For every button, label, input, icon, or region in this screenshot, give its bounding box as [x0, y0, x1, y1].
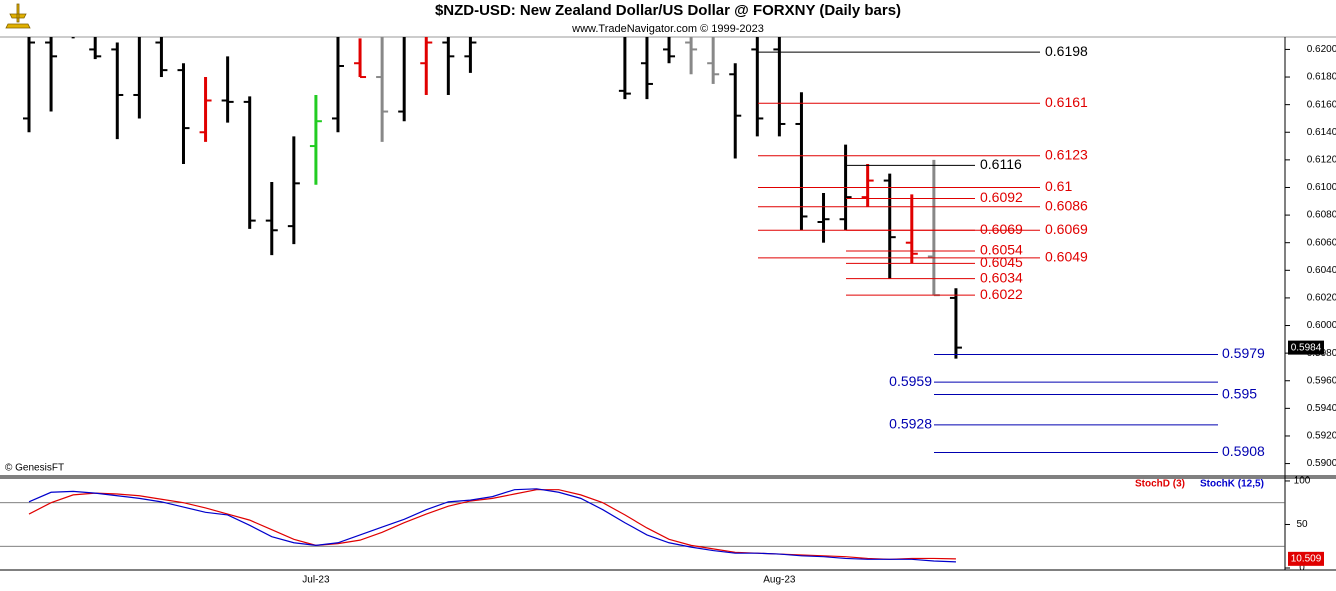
- level-label: 0.5959: [889, 373, 932, 389]
- last-price-label: 0.5984: [1291, 342, 1322, 353]
- y-tick-label: 0.5900: [1307, 458, 1336, 469]
- logo: [5, 3, 31, 29]
- stoch-line: [28, 488, 956, 563]
- x-tick-label: Aug-23: [763, 575, 796, 586]
- level-label: 0.6054: [980, 242, 1023, 258]
- level-label: 0.6123: [1045, 146, 1088, 162]
- level-label: 0.5928: [889, 416, 932, 432]
- level-label: 0.61: [1045, 178, 1072, 194]
- y-tick-label: 0.5920: [1307, 431, 1336, 442]
- level-label: 0.5908: [1222, 443, 1265, 459]
- legend-entry: StochK (12,5): [1200, 479, 1264, 490]
- level-label: 0.6034: [980, 269, 1023, 285]
- level-label: 0.6116: [980, 156, 1022, 172]
- y-tick-label: 0.5940: [1307, 403, 1336, 414]
- y-tick-label: 0.6140: [1307, 127, 1336, 138]
- last-price-box: [1288, 340, 1324, 355]
- x-tick-label: Jul-23: [302, 575, 330, 586]
- level-label: 0.6092: [980, 189, 1023, 205]
- y-tick-label: 100: [1294, 476, 1311, 487]
- credit: © GenesisFT: [5, 463, 64, 474]
- level-label: 0.6069: [980, 221, 1023, 237]
- chart-subtitle: www.TradeNavigator.com © 1999-2023: [571, 23, 764, 35]
- level-label: 0.6069: [1045, 221, 1088, 237]
- y-tick-label: 0.6200: [1307, 44, 1336, 55]
- level-label: 0.6022: [980, 286, 1023, 302]
- chart-title: $NZD-USD: New Zealand Dollar/US Dollar @…: [435, 2, 901, 19]
- y-tick-label: 0: [1299, 563, 1305, 574]
- y-tick-label: 0.6080: [1307, 210, 1336, 221]
- stoch-line: [28, 489, 956, 560]
- y-tick-label: 0.6020: [1307, 293, 1336, 304]
- y-tick-label: 0.6120: [1307, 155, 1336, 166]
- value-box-label: 10.509: [1291, 553, 1322, 564]
- y-tick-label: 0.6160: [1307, 99, 1336, 110]
- level-label: 0.6086: [1045, 198, 1088, 214]
- level-label: 0.6161: [1045, 94, 1088, 110]
- y-tick-label: 0.6000: [1307, 320, 1336, 331]
- legend-entry: StochD (3): [1135, 479, 1185, 490]
- y-tick-label: 0.6100: [1307, 182, 1336, 193]
- y-tick-label: 0.6180: [1307, 72, 1336, 83]
- level-label: 0.6045: [980, 254, 1023, 270]
- y-tick-label: 0.6040: [1307, 265, 1336, 276]
- price-plot: [23, 37, 962, 359]
- level-label: 0.595: [1222, 385, 1257, 401]
- y-tick-label: 0.5960: [1307, 375, 1336, 386]
- level-label: 0.5979: [1222, 345, 1265, 361]
- level-label: 0.6198: [1045, 43, 1088, 59]
- value-box: [1288, 551, 1324, 566]
- y-tick-label: 50: [1296, 519, 1308, 530]
- level-label: 0.6049: [1045, 249, 1088, 265]
- y-tick-label: 0.6060: [1307, 237, 1336, 248]
